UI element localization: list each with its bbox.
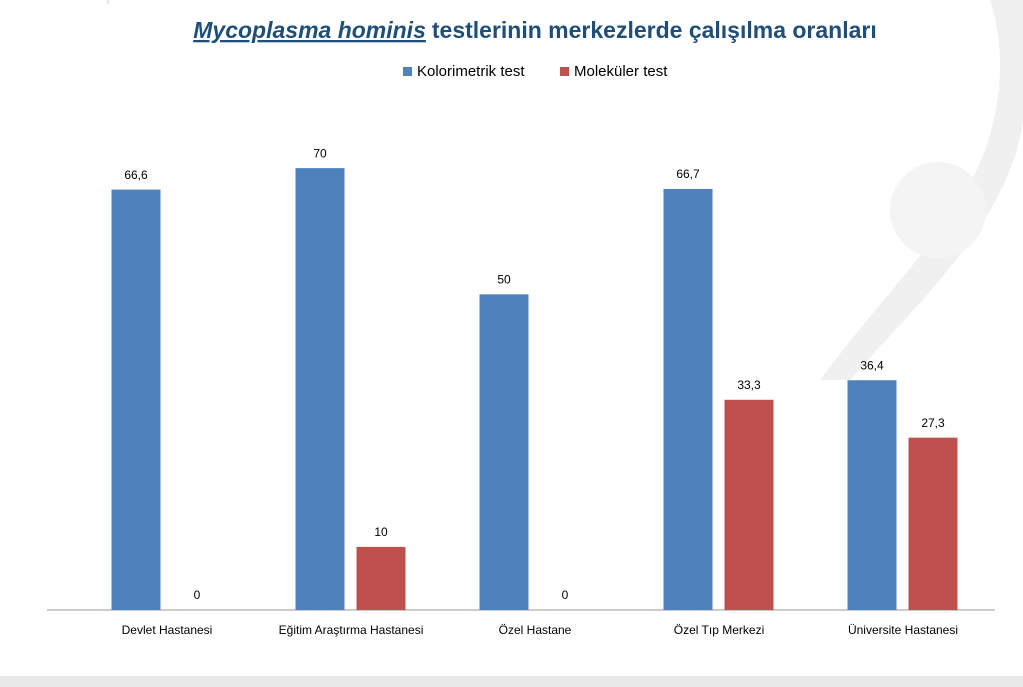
- data-label: 66,6: [124, 168, 148, 182]
- bar: [111, 189, 161, 610]
- data-label: 50: [497, 273, 511, 287]
- data-label: 0: [562, 588, 569, 602]
- x-tick-label: Devlet Hastanesi: [122, 623, 213, 637]
- data-label: 70: [313, 146, 327, 160]
- bar: [479, 294, 529, 610]
- legend-swatch: [560, 67, 569, 76]
- data-label: 10: [374, 525, 388, 539]
- data-label: 33,3: [737, 378, 761, 392]
- bar: [847, 380, 897, 610]
- data-label: 66,7: [676, 167, 700, 181]
- bar: [908, 437, 958, 610]
- x-tick-label: Eğitim Araştırma Hastanesi: [279, 623, 424, 637]
- legend-swatch: [403, 67, 412, 76]
- x-tick-label: Üniversite Hastanesi: [848, 623, 958, 637]
- bar: [356, 546, 406, 610]
- bar: [295, 168, 345, 610]
- legend-label: Moleküler test: [574, 63, 668, 80]
- chart-title: Mycoplasma hominis testlerinin merkezlerd…: [193, 17, 877, 43]
- legend-label: Kolorimetrik test: [417, 63, 525, 80]
- data-label: 36,4: [860, 358, 884, 372]
- x-tick-label: Özel Tıp Merkezi: [674, 623, 764, 637]
- bar: [724, 399, 774, 610]
- title-rest: testlerinin merkezlerde çalışılma oranla…: [432, 17, 877, 43]
- decoration: [820, 0, 1023, 380]
- decoration: [890, 162, 986, 258]
- data-label: 0: [194, 588, 201, 602]
- title-italic: Mycoplasma hominis: [193, 17, 426, 43]
- x-tick-label: Özel Hastane: [499, 623, 572, 637]
- footer-strip: [0, 676, 1023, 687]
- bar: [663, 188, 713, 611]
- data-label: 27,3: [921, 416, 945, 430]
